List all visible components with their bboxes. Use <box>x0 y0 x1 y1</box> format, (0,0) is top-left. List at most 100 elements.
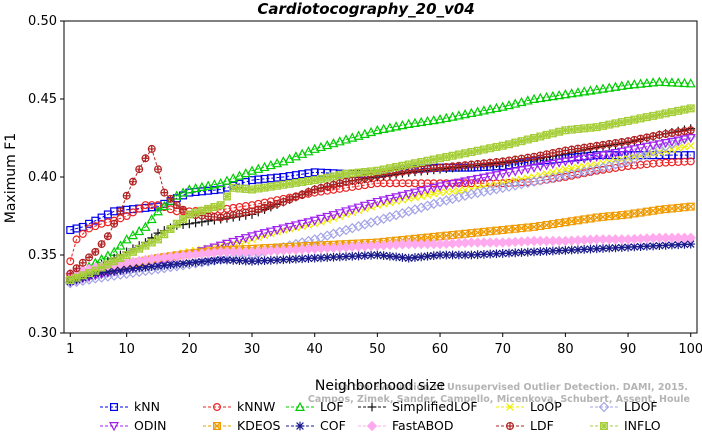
x-tick-label: 80 <box>557 342 574 357</box>
data-point <box>598 401 610 413</box>
data-point <box>636 208 645 217</box>
data-point <box>248 207 256 215</box>
data-point <box>416 187 427 197</box>
data-point <box>466 107 477 118</box>
data-point <box>154 235 163 244</box>
data-point <box>135 244 144 253</box>
data-point <box>478 105 489 115</box>
data-point <box>654 241 664 251</box>
data-point <box>517 137 526 146</box>
data-point <box>135 204 144 213</box>
data-point <box>506 422 514 430</box>
data-point <box>674 144 683 153</box>
data-point <box>128 208 137 217</box>
data-point <box>666 137 677 148</box>
data-point <box>228 255 238 265</box>
data-point <box>322 139 333 150</box>
data-point <box>568 146 576 153</box>
data-point <box>673 136 684 146</box>
data-point <box>485 104 496 114</box>
data-point <box>254 184 263 193</box>
data-point <box>629 242 639 252</box>
data-point <box>591 84 602 94</box>
data-point <box>110 220 118 228</box>
data-point <box>592 123 601 132</box>
data-point <box>441 112 452 123</box>
x-tick-label: 50 <box>369 342 386 357</box>
data-point <box>623 79 634 89</box>
data-point <box>454 230 463 239</box>
data-point <box>279 198 287 206</box>
data-point <box>267 202 275 210</box>
data-point <box>404 160 413 169</box>
data-point <box>140 221 151 231</box>
legend-item-cof: COF <box>286 418 346 433</box>
data-point <box>109 266 119 276</box>
data-point <box>304 254 313 263</box>
data-point <box>643 133 651 141</box>
data-point <box>197 206 206 215</box>
data-point <box>472 174 483 185</box>
data-point <box>254 206 262 213</box>
data-point <box>215 177 226 188</box>
data-point <box>585 85 596 95</box>
data-point <box>674 203 683 212</box>
data-point <box>146 213 157 224</box>
data-point <box>498 226 507 235</box>
data-point <box>373 166 382 175</box>
x-tick-label: 60 <box>432 342 449 357</box>
data-point <box>309 143 320 153</box>
data-point <box>384 194 395 205</box>
data-point <box>604 150 615 160</box>
data-point <box>109 403 118 412</box>
data-point <box>674 106 683 115</box>
data-point <box>147 238 156 247</box>
data-point <box>511 224 520 233</box>
data-point <box>686 202 695 211</box>
data-point <box>504 248 514 258</box>
data-point <box>454 150 463 159</box>
data-point <box>335 171 344 180</box>
data-point <box>491 171 502 181</box>
data-point <box>116 254 125 263</box>
data-point <box>298 177 307 186</box>
data-point <box>686 104 695 113</box>
data-point <box>511 138 520 147</box>
data-point <box>624 154 632 163</box>
data-point <box>273 181 282 190</box>
data-point <box>573 216 582 225</box>
data-point <box>655 110 664 119</box>
data-point <box>366 420 378 432</box>
legend-label: SimplifiedLOF <box>392 399 478 414</box>
data-point <box>213 403 222 412</box>
legend-item-simplifiedlof: SimplifiedLOF <box>358 399 478 414</box>
data-point <box>91 266 100 275</box>
data-point <box>141 262 150 272</box>
data-point <box>108 422 120 432</box>
data-point <box>685 78 696 88</box>
data-point <box>154 165 162 173</box>
data-point <box>367 167 376 176</box>
data-point <box>461 229 470 238</box>
legend-label: kNNW <box>237 399 275 414</box>
data-point <box>298 191 306 198</box>
data-point <box>503 168 514 178</box>
data-point <box>579 244 589 254</box>
data-point <box>549 168 557 177</box>
data-point <box>541 161 552 171</box>
watermark: On the Evaluation of Unsupervised Outlie… <box>308 382 690 405</box>
data-point <box>242 209 250 216</box>
y-tick-label: 0.40 <box>28 170 57 185</box>
data-point <box>597 83 608 93</box>
data-point <box>141 241 150 250</box>
legend-label: kNN <box>134 399 160 414</box>
data-point <box>435 182 446 192</box>
data-point <box>241 256 251 266</box>
data-point <box>460 177 471 187</box>
data-point <box>611 243 620 253</box>
data-point <box>592 213 601 222</box>
data-point <box>687 126 695 134</box>
data-point <box>148 145 156 153</box>
x-axis-title: Neighborhood size <box>315 378 445 394</box>
data-point <box>478 173 489 183</box>
